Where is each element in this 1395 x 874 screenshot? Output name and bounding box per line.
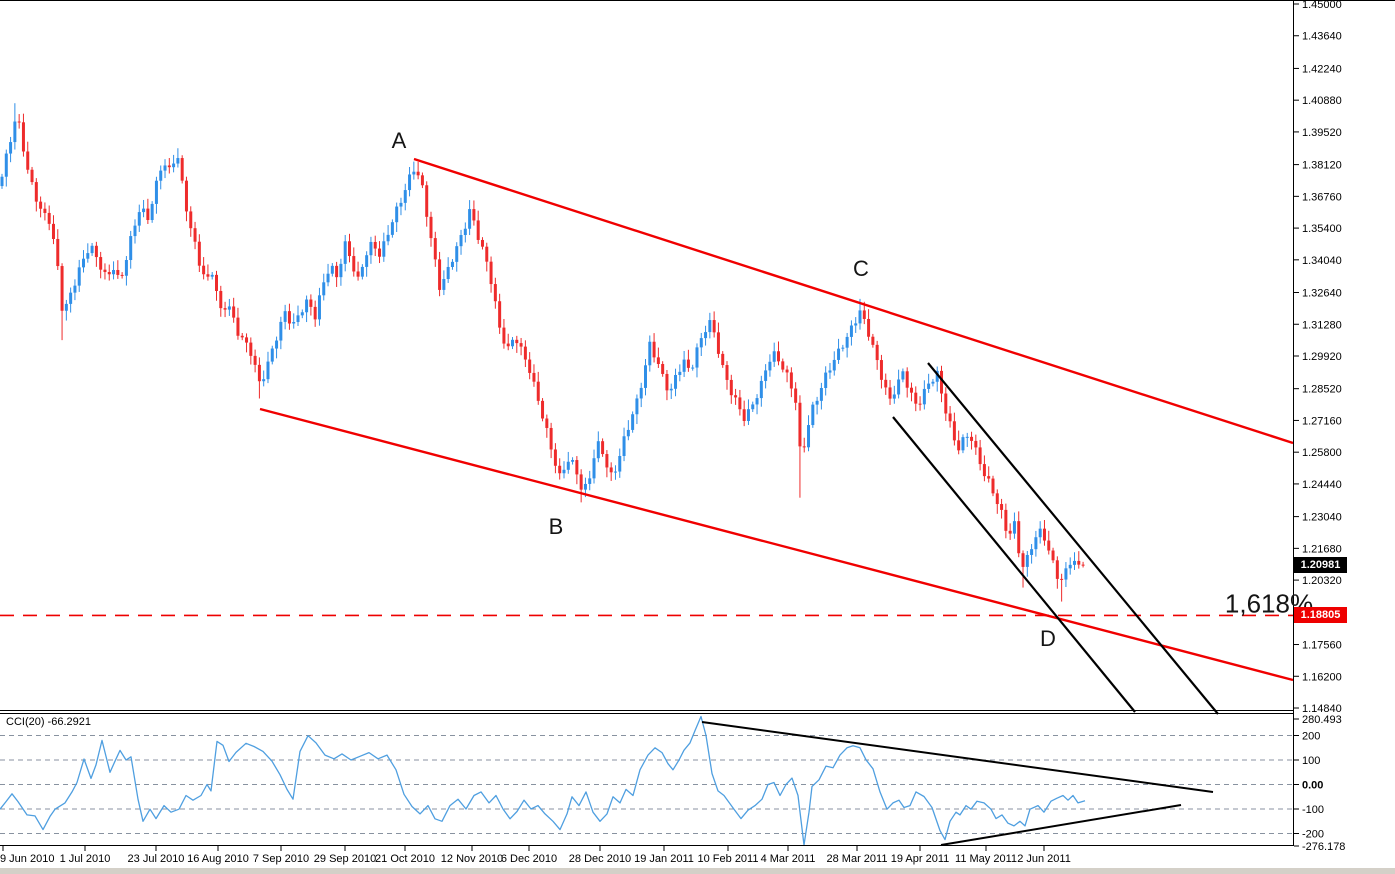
pivot-label-b[interactable]: B: [548, 514, 564, 539]
time-axis-label: 4 Mar 2011: [761, 853, 816, 865]
price-axis-label: 1.38120: [1302, 160, 1342, 172]
current-price-badge: 1.20981: [1294, 556, 1347, 573]
time-axis-label: 19 Apr 2011: [891, 853, 950, 865]
price-axis-label: 1.31280: [1302, 319, 1342, 331]
wedge-line[interactable]: [927, 362, 1219, 715]
time-axis-label: 2 Jun 2011: [1017, 853, 1071, 865]
time-axis-label: 19 Jan 2011: [634, 853, 694, 865]
time-axis-label: 11 May 2011: [955, 853, 1017, 865]
cci-line: [0, 715, 1086, 846]
cci-axis-label: 280.493: [1302, 714, 1342, 726]
price-axis-label: 1.42240: [1302, 63, 1342, 75]
price-axis-label: 1.25800: [1302, 447, 1342, 459]
time-axis-label: 28 Dec 2010: [569, 853, 631, 865]
descending-channel-line[interactable]: [413, 157, 1294, 445]
pivot-label-c[interactable]: C: [853, 256, 869, 281]
price-axis-label: 1.45000: [1302, 0, 1342, 11]
candlestick-series: [0, 103, 1085, 602]
cci-axis-label: -100: [1302, 804, 1324, 816]
cci-axis-label: 0.00: [1302, 780, 1323, 792]
price-axis[interactable]: 1.45000 1.43640 1.42240 1.40880 1.39520 1.381…: [1294, 0, 1345, 853]
fib-level-price-badge: 1.18805: [1294, 607, 1347, 624]
wedge-line[interactable]: [892, 416, 1136, 713]
time-axis-label: 9 Jun 2010: [0, 853, 54, 865]
price-axis-label: 1.27160: [1302, 415, 1342, 427]
cci-axis-label: 100: [1302, 755, 1320, 767]
price-axis-label: 1.40880: [1302, 95, 1342, 107]
time-axis-label: 1 Jul 2010: [60, 853, 111, 865]
price-axis-label: 1.28520: [1302, 384, 1342, 396]
price-axis-label: 1.39520: [1302, 127, 1342, 139]
time-axis-label: 16 Aug 2010: [187, 853, 249, 865]
price-axis-label: 1.24440: [1302, 479, 1342, 491]
time-axis-label: 6 Dec 2010: [501, 853, 557, 865]
time-axis-label: 7 Sep 2010: [253, 853, 309, 865]
cci-trendline[interactable]: [701, 721, 1214, 793]
time-axis[interactable]: 9 Jun 2010 1 Jul 2010 23 Jul 2010 16 Aug 20…: [0, 846, 1071, 865]
pivot-label-a[interactable]: A: [391, 128, 407, 153]
price-axis-label: 1.43640: [1302, 31, 1342, 43]
cci-axis-label: -200: [1302, 829, 1324, 841]
price-axis-label: 1.29920: [1302, 351, 1342, 363]
price-axis-label: 1.20320: [1302, 575, 1342, 587]
price-axis-label: 1.35400: [1302, 223, 1342, 235]
time-axis-label: 23 Jul 2010: [128, 853, 185, 865]
descending-channel-line[interactable]: [259, 407, 1294, 682]
price-axis-label: 1.17560: [1302, 640, 1342, 652]
time-axis-label: 10 Feb 2011: [698, 853, 759, 865]
price-axis-label: 1.21680: [1302, 543, 1342, 555]
time-axis-label: 28 Mar 2011: [827, 853, 888, 865]
time-axis-label: 21 Oct 2010: [375, 853, 435, 865]
pivot-label-d[interactable]: D: [1040, 626, 1056, 651]
cci-indicator-title: CCI(20) -66.2921: [6, 716, 91, 728]
time-axis-label: 29 Sep 2010: [314, 853, 376, 865]
cci-trendline[interactable]: [940, 804, 1182, 846]
cci-axis-label: 200: [1302, 731, 1320, 743]
price-axis-label: 1.14840: [1302, 703, 1342, 715]
price-axis-label: 1.16200: [1302, 671, 1342, 683]
price-axis-label: 1.36760: [1302, 191, 1342, 203]
price-axis-label: 1.23040: [1302, 512, 1342, 524]
cci-axis-label: -276.178: [1302, 841, 1345, 853]
window-bottom-edge: [0, 868, 1395, 874]
time-axis-label: 12 Nov 2010: [441, 853, 503, 865]
price-axis-label: 1.32640: [1302, 288, 1342, 300]
price-axis-label: 1.34040: [1302, 255, 1342, 267]
